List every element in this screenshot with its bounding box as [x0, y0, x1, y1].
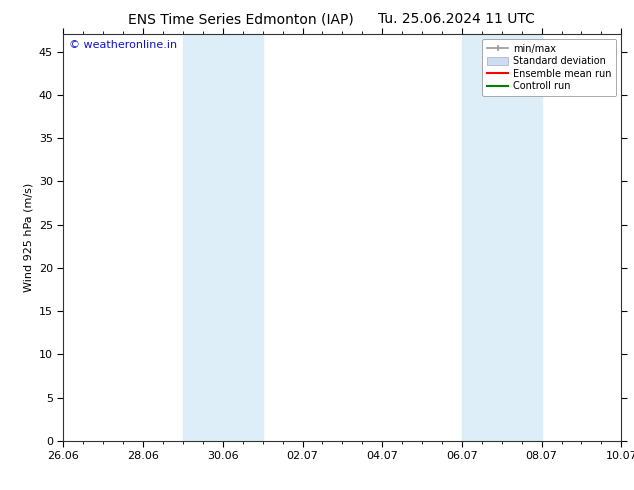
Y-axis label: Wind 925 hPa (m/s): Wind 925 hPa (m/s): [23, 183, 34, 292]
Text: © weatheronline.in: © weatheronline.in: [69, 40, 177, 50]
Text: Tu. 25.06.2024 11 UTC: Tu. 25.06.2024 11 UTC: [378, 12, 535, 26]
Bar: [462, 34, 541, 441]
Legend: min/max, Standard deviation, Ensemble mean run, Controll run: min/max, Standard deviation, Ensemble me…: [482, 39, 616, 96]
Bar: [183, 34, 262, 441]
Text: ENS Time Series Edmonton (IAP): ENS Time Series Edmonton (IAP): [128, 12, 354, 26]
